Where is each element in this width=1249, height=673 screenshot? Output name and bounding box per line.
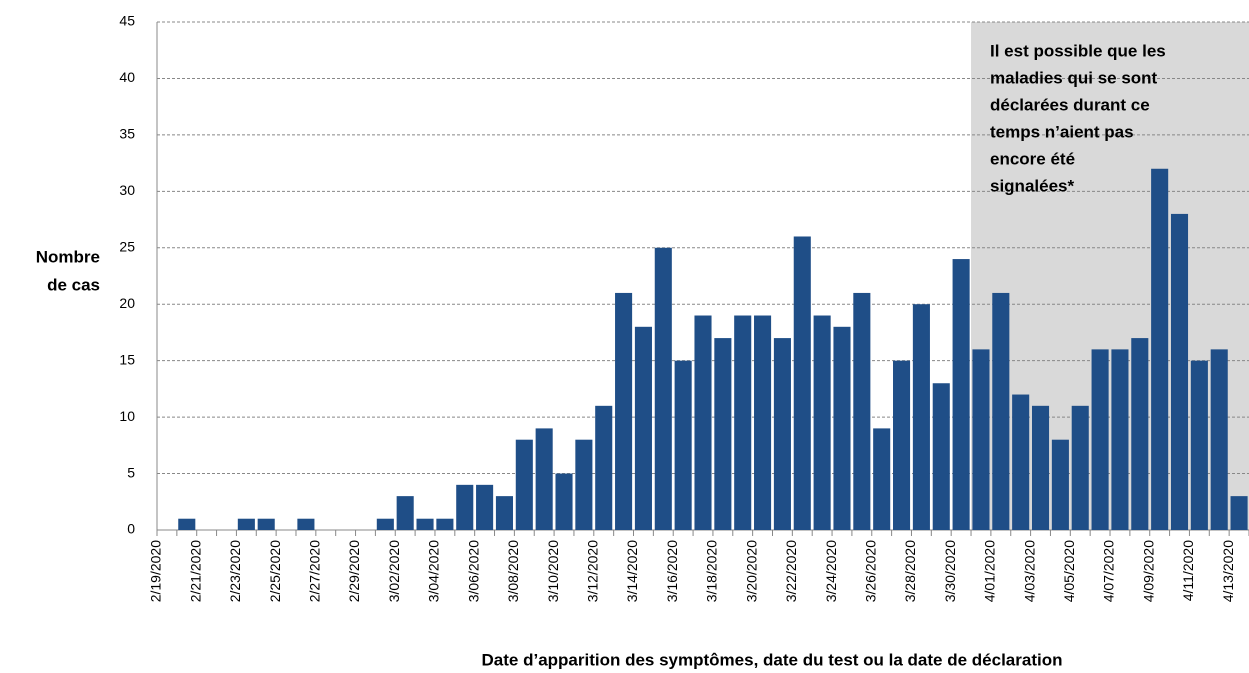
bar <box>396 496 414 530</box>
bar <box>873 428 891 530</box>
x-tick-label: 3/06/2020 <box>465 540 481 602</box>
x-tick-label: 3/24/2020 <box>823 540 839 602</box>
x-tick-label: 3/12/2020 <box>585 540 601 602</box>
bar <box>237 518 255 530</box>
bar <box>436 518 454 530</box>
bar <box>773 338 791 530</box>
annotation: encore été <box>990 149 1075 168</box>
bar <box>1051 439 1069 530</box>
x-tick-label: 2/19/2020 <box>148 540 164 602</box>
bar <box>833 326 851 530</box>
x-tick-label: 3/14/2020 <box>624 540 640 602</box>
annotation: temps n’aient pas <box>990 122 1134 141</box>
bar <box>1111 349 1129 530</box>
x-tick-label: 4/13/2020 <box>1220 540 1236 602</box>
x-tick-label: 4/05/2020 <box>1061 540 1077 602</box>
y-axis-label: de cas <box>47 275 100 294</box>
y-tick-label: 40 <box>119 69 135 85</box>
x-tick-label: 3/10/2020 <box>545 540 561 602</box>
bar <box>1012 394 1030 530</box>
annotation: Il est possible que les <box>990 41 1166 60</box>
bar <box>476 484 494 530</box>
bar <box>1151 168 1169 530</box>
bar <box>992 292 1010 530</box>
y-tick-label: 25 <box>119 238 135 254</box>
bar <box>1190 360 1208 530</box>
x-tick-label: 3/04/2020 <box>426 540 442 602</box>
x-tick-label: 2/21/2020 <box>187 540 203 602</box>
y-tick-label: 5 <box>127 464 135 480</box>
x-tick-label: 3/22/2020 <box>783 540 799 602</box>
bar <box>575 439 593 530</box>
y-tick-label: 20 <box>119 295 135 311</box>
x-tick-label: 3/16/2020 <box>664 540 680 602</box>
bar <box>178 518 196 530</box>
annotation: déclarées durant ce <box>990 95 1150 114</box>
bar <box>1210 349 1228 530</box>
bar <box>615 292 633 530</box>
bar <box>456 484 474 530</box>
bar <box>813 315 831 530</box>
x-tick-label: 4/07/2020 <box>1101 540 1117 602</box>
bar <box>555 473 573 530</box>
bar <box>1071 405 1089 530</box>
x-tick-label: 3/20/2020 <box>743 540 759 602</box>
bar <box>495 496 513 530</box>
x-tick-label: 4/03/2020 <box>1021 540 1037 602</box>
bar <box>694 315 712 530</box>
annotation: maladies qui se sont <box>990 68 1158 87</box>
x-tick-label: 3/18/2020 <box>704 540 720 602</box>
y-tick-label: 45 <box>119 13 135 29</box>
bar <box>376 518 394 530</box>
bar <box>535 428 553 530</box>
y-tick-label: 30 <box>119 182 135 198</box>
bar <box>893 360 911 530</box>
x-tick-label: 4/01/2020 <box>982 540 998 602</box>
x-tick-label: 3/30/2020 <box>942 540 958 602</box>
bar <box>754 315 772 530</box>
bar <box>1091 349 1109 530</box>
bar <box>515 439 533 530</box>
bar <box>654 247 672 530</box>
bar <box>793 236 811 530</box>
bar <box>595 405 613 530</box>
x-tick-label: 4/11/2020 <box>1180 540 1196 601</box>
x-axis-label: Date d’apparition des symptômes, date du… <box>482 650 1063 669</box>
bar <box>297 518 315 530</box>
bar <box>972 349 990 530</box>
bar <box>674 360 692 530</box>
x-tick-label: 3/26/2020 <box>862 540 878 602</box>
bar <box>1031 405 1050 530</box>
x-tick-label: 2/23/2020 <box>227 540 243 602</box>
bar <box>1170 213 1189 530</box>
bar <box>257 518 275 530</box>
x-tick-label: 3/02/2020 <box>386 540 402 602</box>
x-tick-label: 2/27/2020 <box>307 540 323 602</box>
bar <box>952 259 970 530</box>
bar <box>1230 496 1248 530</box>
y-tick-label: 0 <box>127 521 135 537</box>
bar <box>1131 338 1149 530</box>
x-tick-label: 2/29/2020 <box>346 540 362 602</box>
x-tick-label: 3/08/2020 <box>505 540 521 602</box>
y-tick-label: 10 <box>119 408 135 424</box>
x-tick-label: 2/25/2020 <box>267 540 283 602</box>
y-tick-label: 15 <box>119 351 135 367</box>
bar <box>416 518 434 530</box>
bar <box>634 326 652 530</box>
x-tick-label: 3/28/2020 <box>902 540 918 602</box>
y-tick-label: 35 <box>119 126 135 142</box>
bar <box>714 338 732 530</box>
annotation: signalées* <box>990 176 1074 195</box>
y-axis-label: Nombre <box>36 247 100 266</box>
x-tick-label: 4/09/2020 <box>1140 540 1156 602</box>
bar <box>734 315 752 530</box>
bar <box>912 304 930 530</box>
bar <box>853 292 871 530</box>
bar <box>932 383 950 530</box>
